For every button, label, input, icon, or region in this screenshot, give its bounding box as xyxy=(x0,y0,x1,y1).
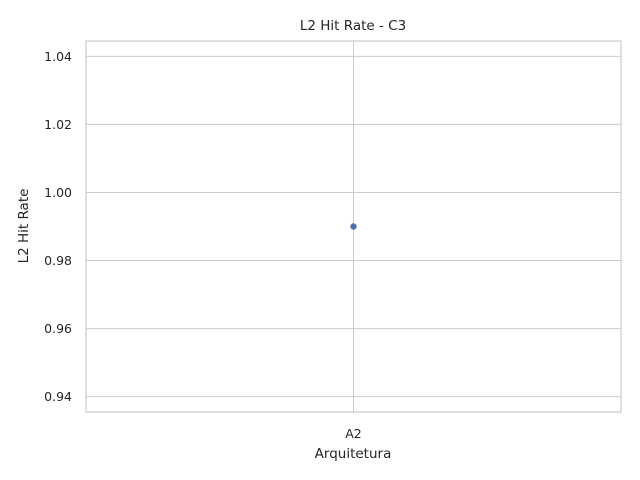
y-tick-label: 1.04 xyxy=(44,49,72,64)
data-points xyxy=(350,223,357,230)
x-tick-label: A2 xyxy=(345,426,362,441)
ticks: 0.94 0.96 0.98 1.00 1.02 1.04 A2 xyxy=(44,49,362,441)
data-point xyxy=(350,223,357,230)
y-tick-label: 0.98 xyxy=(44,253,72,268)
chart-title: L2 Hit Rate - C3 xyxy=(300,18,406,34)
y-tick-label: 1.02 xyxy=(44,117,72,132)
y-axis-label: L2 Hit Rate xyxy=(16,189,32,264)
y-tick-label: 0.94 xyxy=(44,389,72,404)
plot-area-frame xyxy=(85,40,622,413)
y-tick-label: 0.96 xyxy=(44,321,72,336)
grid xyxy=(86,41,621,412)
y-tick-label: 1.00 xyxy=(44,185,72,200)
x-axis-label: Arquitetura xyxy=(315,446,392,462)
